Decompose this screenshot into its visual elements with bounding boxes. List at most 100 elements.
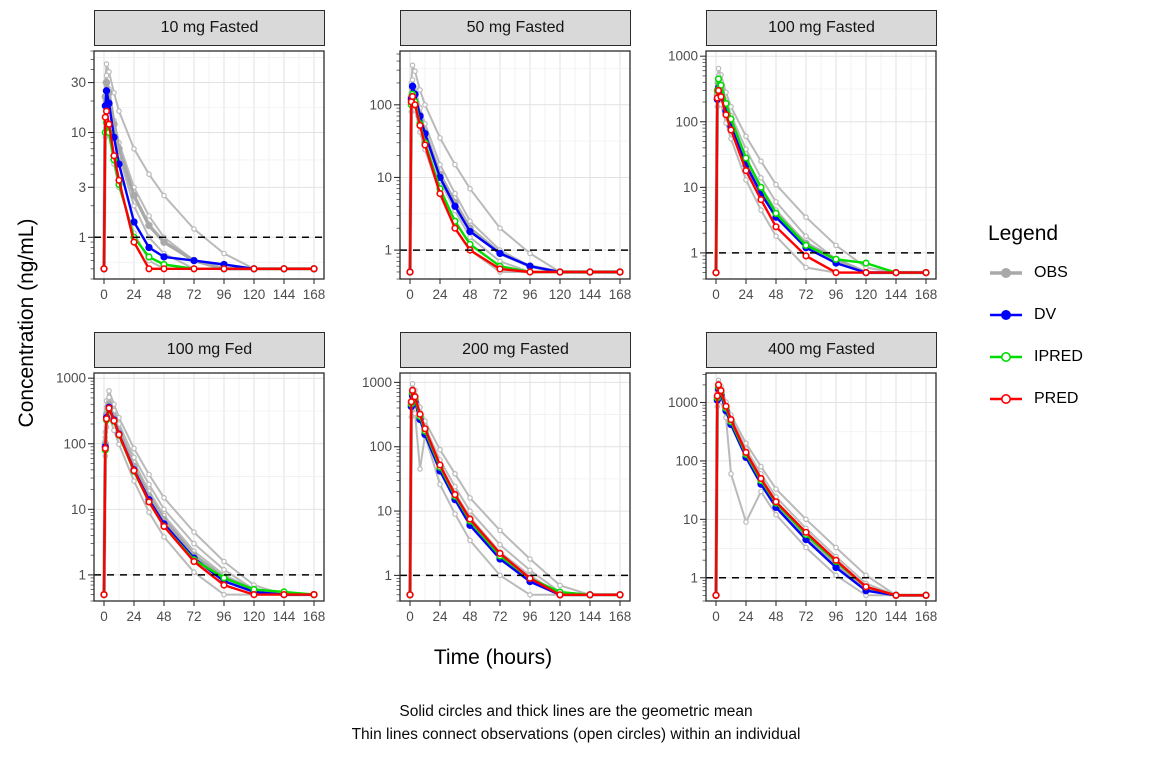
facet-strip: 100 mg Fed	[94, 332, 325, 368]
svg-text:168: 168	[609, 609, 632, 624]
svg-text:10: 10	[377, 504, 392, 519]
svg-text:1: 1	[384, 568, 392, 583]
svg-text:48: 48	[768, 287, 783, 302]
svg-text:100: 100	[675, 114, 698, 129]
facet-panel-10-mg-fasted: 1 3 10 30 0 24 48 72 96 120 144 168	[71, 50, 326, 302]
facet-strip: 100 mg Fasted	[706, 10, 937, 46]
svg-text:144: 144	[579, 287, 602, 302]
svg-text:0: 0	[712, 287, 720, 302]
svg-text:96: 96	[522, 609, 537, 624]
svg-text:1000: 1000	[56, 371, 86, 386]
svg-text:1: 1	[78, 230, 86, 245]
svg-text:0: 0	[406, 287, 414, 302]
facet-panel-200-mg-fasted: 1 10 100 1000 0 24 48 72 96 120 144 168	[362, 372, 632, 624]
facet-title: 100 mg Fed	[166, 341, 253, 358]
svg-text:24: 24	[126, 609, 142, 624]
svg-text:168: 168	[303, 609, 326, 624]
svg-text:10: 10	[683, 180, 698, 195]
x-axis-title: Time (hours)	[433, 646, 553, 669]
facet-panel-100-mg-fasted: 1 10 100 1000 0 24 48 72 96 120 144 168	[668, 49, 938, 302]
svg-text:144: 144	[273, 609, 296, 624]
legend-item-dv: DV	[988, 306, 1148, 324]
legend-item-pred: PRED	[988, 390, 1148, 408]
y-axis-title: Concentration (ng/mL)	[10, 10, 44, 636]
facet-title: 10 mg Fasted	[160, 19, 259, 36]
svg-text:144: 144	[885, 287, 908, 302]
svg-text:144: 144	[579, 609, 602, 624]
svg-text:120: 120	[855, 287, 878, 302]
facet-100-mg-fasted: 100 mg Fasted 1 10 100 1000 0 24 48 72 96 120 144 16…	[656, 10, 942, 314]
svg-text:168: 168	[915, 609, 938, 624]
facet-panel-100-mg-fed: 1 10 100 1000 0 24 48 72 96 120 144 168	[56, 371, 326, 624]
facet-title: 100 mg Fasted	[768, 19, 875, 36]
svg-text:0: 0	[100, 287, 108, 302]
svg-text:0: 0	[100, 609, 108, 624]
legend-item-obs: OBS	[988, 264, 1148, 282]
svg-text:10: 10	[683, 512, 698, 527]
svg-text:120: 120	[243, 287, 266, 302]
svg-text:168: 168	[303, 287, 326, 302]
svg-text:100: 100	[63, 436, 86, 451]
svg-text:100: 100	[369, 439, 392, 454]
legend-item-ipred: IPRED	[988, 348, 1148, 366]
svg-text:1: 1	[78, 567, 86, 582]
svg-text:0: 0	[712, 609, 720, 624]
plot-area: Concentration (ng/mL) 10 mg Fasted 1 3 10 30…	[10, 10, 942, 636]
facet-100-mg-fed: 100 mg Fed 1 10 100 1000 0 24 48 72 96 120 144 168	[44, 332, 330, 636]
svg-text:24: 24	[126, 287, 142, 302]
svg-text:24: 24	[432, 609, 448, 624]
legend-key-obs-icon	[990, 268, 1022, 278]
svg-text:1: 1	[690, 570, 698, 585]
svg-text:48: 48	[462, 287, 477, 302]
caption-line-2: Thin lines connect observations (open ci…	[351, 726, 801, 744]
svg-text:10: 10	[71, 125, 86, 140]
svg-text:1000: 1000	[668, 395, 698, 410]
svg-text:100: 100	[675, 453, 698, 468]
caption: Solid circles and thick lines are the ge…	[0, 700, 1152, 747]
svg-text:1: 1	[690, 245, 698, 260]
facet-strip: 10 mg Fasted	[94, 10, 325, 46]
svg-text:72: 72	[492, 287, 507, 302]
svg-text:100: 100	[369, 97, 392, 112]
svg-text:0: 0	[406, 609, 414, 624]
svg-text:96: 96	[216, 609, 231, 624]
svg-text:120: 120	[549, 609, 572, 624]
svg-text:120: 120	[549, 287, 572, 302]
y-axis-title-text: Concentration (ng/mL)	[15, 218, 38, 428]
svg-text:48: 48	[156, 609, 171, 624]
svg-text:72: 72	[186, 287, 201, 302]
svg-text:3: 3	[78, 180, 86, 195]
svg-text:10: 10	[71, 502, 86, 517]
svg-text:72: 72	[798, 287, 813, 302]
facet-title: 400 mg Fasted	[768, 341, 875, 358]
svg-text:96: 96	[522, 287, 537, 302]
facet-panel-50-mg-fasted: 1 10 100 0 24 48 72 96 120 144 168	[369, 50, 632, 302]
svg-text:1000: 1000	[362, 375, 392, 390]
legend-label: PRED	[1034, 390, 1079, 407]
svg-text:48: 48	[462, 609, 477, 624]
svg-text:1: 1	[384, 243, 392, 258]
legend-label: IPRED	[1034, 348, 1083, 365]
svg-text:48: 48	[156, 287, 171, 302]
svg-text:96: 96	[216, 287, 231, 302]
facet-strip: 200 mg Fasted	[400, 332, 631, 368]
legend-key-ipred-icon	[990, 352, 1022, 362]
facet-strip: 400 mg Fasted	[706, 332, 937, 368]
facet-grid: 10 mg Fasted 1 3 10 30 0 24 48 72 96 120 144 168 50 m…	[44, 10, 942, 636]
facet-panel-400-mg-fasted: 1 10 100 1000 0 24 48 72 96 120 144 168	[668, 372, 938, 624]
svg-text:72: 72	[798, 609, 813, 624]
svg-text:144: 144	[885, 609, 908, 624]
legend-title: Legend	[988, 222, 1059, 245]
legend-label: DV	[1034, 306, 1057, 323]
svg-text:10: 10	[377, 170, 392, 185]
svg-text:168: 168	[609, 287, 632, 302]
svg-text:30: 30	[71, 75, 86, 90]
svg-text:168: 168	[915, 287, 938, 302]
facet-200-mg-fasted: 200 mg Fasted 1 10 100 1000 0 24 48 72 96 120 144 16…	[350, 332, 636, 636]
svg-text:24: 24	[738, 609, 754, 624]
legend: Legend OBS DV IPRED PRED	[988, 222, 1148, 432]
svg-text:96: 96	[828, 287, 843, 302]
svg-text:96: 96	[828, 609, 843, 624]
legend-key-pred-icon	[990, 394, 1022, 404]
